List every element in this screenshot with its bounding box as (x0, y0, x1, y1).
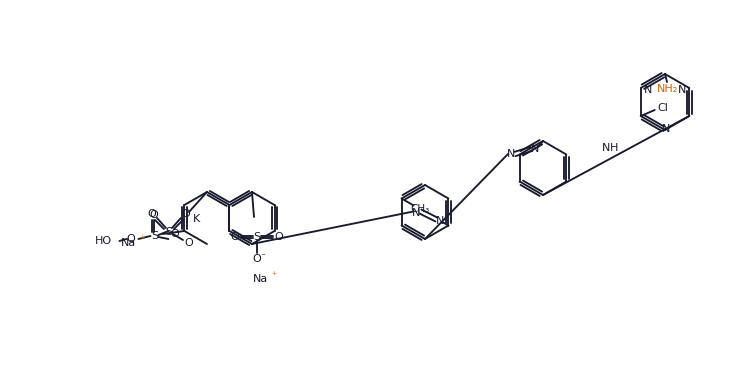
Text: O: O (148, 209, 156, 219)
Text: S: S (151, 231, 158, 241)
Text: ⁻: ⁻ (192, 235, 198, 245)
Text: N: N (531, 144, 539, 154)
Text: Cl: Cl (657, 103, 668, 113)
Text: N: N (412, 208, 421, 218)
Text: N: N (662, 124, 670, 134)
Text: Na: Na (121, 238, 136, 248)
Text: O: O (274, 232, 284, 242)
Text: O: O (170, 229, 179, 239)
Text: ⁻: ⁻ (260, 252, 265, 262)
Text: N: N (678, 85, 686, 95)
Text: O: O (231, 232, 239, 242)
Text: NH₂: NH₂ (657, 84, 678, 94)
Text: N: N (602, 142, 610, 152)
Text: S: S (253, 232, 261, 242)
Text: H: H (610, 142, 618, 152)
Text: ⁺: ⁺ (139, 235, 145, 245)
Text: HO: HO (95, 236, 112, 246)
Text: O: O (185, 238, 193, 248)
Text: S: S (165, 227, 173, 237)
Text: N: N (644, 85, 652, 95)
Text: O: O (149, 210, 158, 220)
Text: O: O (126, 234, 135, 244)
Text: ⁺: ⁺ (271, 271, 277, 281)
Text: K: K (193, 214, 200, 224)
Text: Na: Na (253, 274, 268, 284)
Text: O: O (182, 209, 190, 219)
Text: N: N (437, 216, 445, 226)
Text: N: N (507, 149, 515, 159)
Text: CH₃: CH₃ (410, 203, 429, 213)
Text: O: O (253, 254, 262, 264)
